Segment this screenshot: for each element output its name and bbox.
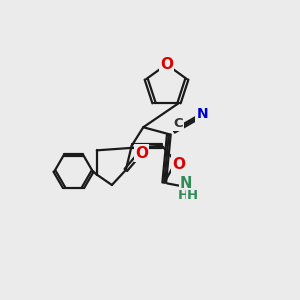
Text: O: O — [135, 146, 148, 160]
Text: O: O — [172, 157, 185, 172]
Text: N: N — [196, 107, 208, 121]
Text: H: H — [187, 189, 198, 202]
Text: C: C — [173, 117, 183, 130]
Text: O: O — [160, 57, 173, 72]
Text: N: N — [180, 176, 193, 191]
Text: H: H — [178, 189, 189, 202]
